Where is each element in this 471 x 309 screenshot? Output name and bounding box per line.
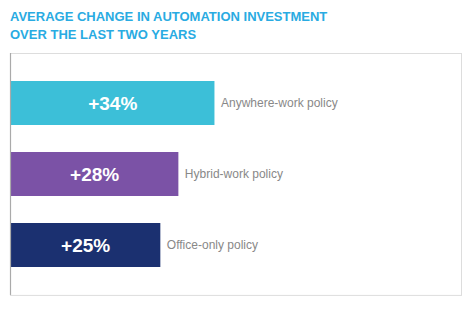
- svg-text:+34%: +34%: [88, 93, 137, 114]
- svg-text:Anywhere-work policy: Anywhere-work policy: [221, 96, 338, 110]
- svg-text:Office-only policy: Office-only policy: [167, 238, 258, 252]
- svg-text:+25%: +25%: [61, 235, 110, 256]
- svg-text:Hybrid-work policy: Hybrid-work policy: [185, 167, 283, 181]
- html-text:AVERAGE CHANGE IN AUTOMATION I: AVERAGE CHANGE IN AUTOMATION INVESTMENT: [10, 9, 328, 24]
- html-text:OVER THE LAST TWO YEARS: OVER THE LAST TWO YEARS: [10, 26, 197, 42]
- svg-text:+28%: +28%: [70, 164, 119, 185]
